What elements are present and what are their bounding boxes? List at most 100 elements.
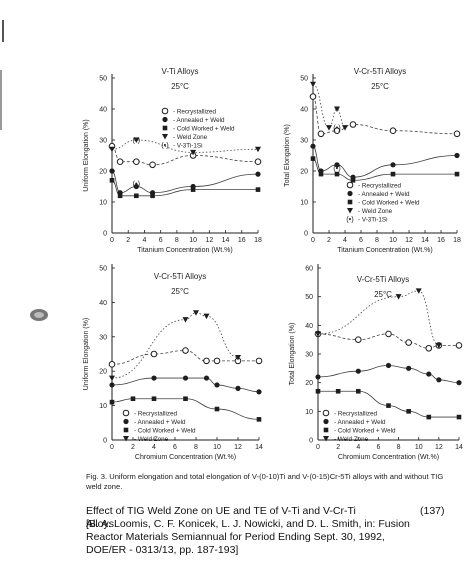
legend-label: - Cold Worked + Weld — [173, 126, 235, 133]
data-point-triangle — [326, 125, 332, 131]
data-point-filled — [334, 162, 340, 168]
legend-marker-paren: (•) — [161, 141, 169, 150]
data-point-paren: (•) — [333, 123, 341, 132]
legend-label: - Cold Worked + Weld — [134, 428, 196, 435]
y-tick-label: 40 — [300, 107, 308, 114]
data-point-triangle — [203, 313, 210, 320]
y-tick-label: 50 — [300, 76, 308, 83]
data-point-filled — [109, 168, 115, 174]
y-tick-label: 30 — [99, 138, 107, 145]
y-axis-label: Uniform Elongation (%) — [83, 318, 90, 390]
x-tick-label: 0 — [110, 444, 114, 451]
x-tick-label: 12 — [405, 237, 413, 244]
x-tick-label: 6 — [173, 444, 177, 451]
x-tick-label: 10 — [189, 237, 197, 244]
data-point-open — [182, 347, 189, 354]
x-tick-label: 8 — [375, 237, 379, 244]
data-point-square — [183, 396, 188, 402]
figure-caption: Fig. 3. Uniform elongation and total elo… — [86, 472, 444, 491]
series-curve-triangle — [317, 290, 440, 346]
x-tick-label: 4 — [142, 237, 146, 244]
x-tick-label: 14 — [222, 237, 230, 244]
legend-marker-filled — [123, 418, 129, 425]
x-tick-label: 2 — [336, 444, 340, 451]
data-point-open — [133, 158, 140, 165]
data-point-square — [318, 171, 324, 177]
data-point-open — [255, 357, 263, 365]
legend-marker-triangle — [123, 436, 129, 442]
data-point-open — [203, 357, 210, 365]
legend-label: - V-3Ti-1Si — [358, 217, 388, 224]
x-tick-label: 8 — [397, 444, 401, 451]
chart-panel-3: 0 2 4 6 8 10 12 14 0 10 20 30 40 50 Chromium Concentra… — [83, 264, 263, 461]
x-axis-label: Chromium Concentration (Wt.%) — [338, 454, 439, 461]
data-point-triangle — [415, 288, 422, 294]
x-tick-label: 18 — [453, 237, 461, 244]
y-tick-label: 20 — [300, 169, 308, 176]
y-tick-label: 20 — [99, 369, 107, 376]
x-tick-label: 14 — [255, 444, 263, 451]
data-point-filled — [235, 385, 241, 391]
data-point-triangle — [310, 81, 316, 88]
y-tick-label: 30 — [300, 138, 308, 145]
panel-title: V-Cr-5Ti Alloys — [357, 275, 410, 284]
data-point-triangle — [395, 294, 402, 300]
legend-label: - Cold Worked + Weld — [334, 428, 396, 435]
data-point-paren: (•) — [133, 136, 141, 145]
x-tick-label: 10 — [415, 444, 423, 451]
x-tick-label: 14 — [421, 237, 429, 244]
y-tick-label: 0 — [309, 438, 313, 445]
x-tick-label: 10 — [213, 444, 221, 451]
margin-mark-left — [0, 70, 2, 130]
data-point-filled — [390, 162, 396, 168]
y-tick-label: 10 — [99, 403, 107, 410]
data-point-square — [386, 403, 391, 408]
x-tick-label: 14 — [455, 444, 463, 451]
data-point-square — [406, 409, 411, 414]
y-tick-label: 30 — [305, 352, 313, 359]
y-tick-label: 60 — [305, 266, 313, 273]
data-point-square — [134, 193, 139, 199]
legend-marker-square — [162, 125, 168, 131]
data-point-square — [350, 178, 356, 183]
y-tick-label: 40 — [99, 107, 107, 114]
y-tick-label: 10 — [305, 409, 313, 416]
x-tick-label: 12 — [435, 444, 443, 451]
data-point-open — [389, 127, 397, 134]
panel-temperature: 25°C — [171, 287, 189, 296]
legend-label: - Annealed + Weld — [134, 419, 186, 426]
x-tick-label: 18 — [254, 237, 262, 244]
data-point-triangle — [133, 137, 140, 143]
panel-title: V-Cr-5Ti Alloys — [154, 272, 207, 281]
x-tick-label: 8 — [175, 237, 179, 244]
data-point-filled — [406, 365, 412, 371]
x-tick-label: 4 — [152, 444, 156, 451]
legend-label: - Annealed + Weld — [358, 191, 410, 198]
data-point-triangle — [182, 317, 189, 323]
chart-panel-2: 0 2 4 6 8 10 12 14 16 18 0 10 20 30 40 50 Titanium Conce… — [284, 67, 461, 254]
data-point-square — [214, 406, 220, 412]
data-point-open — [309, 93, 317, 100]
y-tick-label: 0 — [304, 231, 308, 238]
series-curve-triangle — [111, 312, 239, 379]
y-tick-label: 10 — [300, 200, 308, 207]
x-tick-label: 2 — [126, 237, 130, 244]
citation-line: Reactor Materials Semiannual for Period … — [86, 531, 385, 543]
data-point-triangle — [193, 310, 199, 316]
y-tick-label: 20 — [99, 169, 107, 176]
x-tick-label: 4 — [343, 237, 347, 244]
data-point-filled — [426, 371, 432, 377]
x-tick-label: 0 — [316, 444, 320, 451]
data-point-open — [349, 121, 357, 128]
data-point-paren: (•) — [133, 179, 141, 188]
x-axis-label: Chromium Concentration (Wt.%) — [135, 454, 236, 461]
series-curve-filled — [312, 145, 458, 178]
data-point-filled — [151, 375, 157, 381]
panel-temperature: 25°C — [371, 82, 389, 91]
x-tick-label: 2 — [131, 444, 135, 451]
legend-marker-triangle — [162, 134, 168, 140]
data-point-filled — [355, 368, 361, 374]
data-point-open — [333, 127, 341, 134]
legend-label: - Weld Zone — [173, 134, 208, 141]
y-tick-label: 0 — [103, 231, 107, 238]
